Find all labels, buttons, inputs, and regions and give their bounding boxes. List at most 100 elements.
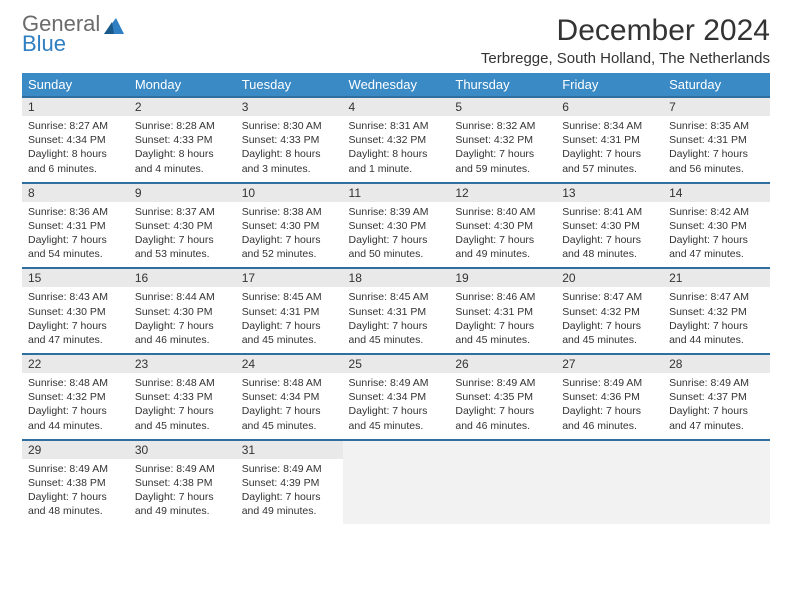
day-details: Sunrise: 8:48 AMSunset: 4:32 PMDaylight:… <box>22 373 129 439</box>
daylight-line: Daylight: 7 hours and 49 minutes. <box>135 490 230 518</box>
sunset-line: Sunset: 4:33 PM <box>135 133 230 147</box>
logo-line2: Blue <box>22 31 66 56</box>
day-number: 2 <box>129 98 236 116</box>
sunset-line: Sunset: 4:30 PM <box>455 219 550 233</box>
day-number: 12 <box>449 184 556 202</box>
day-number: 18 <box>343 269 450 287</box>
day-number: 4 <box>343 98 450 116</box>
daylight-line: Daylight: 7 hours and 54 minutes. <box>28 233 123 261</box>
calendar-cell-empty <box>449 440 556 525</box>
sunset-line: Sunset: 4:30 PM <box>135 305 230 319</box>
calendar-cell: 13Sunrise: 8:41 AMSunset: 4:30 PMDayligh… <box>556 183 663 269</box>
sunset-line: Sunset: 4:30 PM <box>242 219 337 233</box>
calendar-cell: 25Sunrise: 8:49 AMSunset: 4:34 PMDayligh… <box>343 354 450 440</box>
sunrise-line: Sunrise: 8:47 AM <box>669 290 764 304</box>
daylight-line: Daylight: 7 hours and 57 minutes. <box>562 147 657 175</box>
day-details: Sunrise: 8:31 AMSunset: 4:32 PMDaylight:… <box>343 116 450 182</box>
day-details: Sunrise: 8:48 AMSunset: 4:34 PMDaylight:… <box>236 373 343 439</box>
day-details: Sunrise: 8:38 AMSunset: 4:30 PMDaylight:… <box>236 202 343 268</box>
sunset-line: Sunset: 4:33 PM <box>135 390 230 404</box>
calendar: SundayMondayTuesdayWednesdayThursdayFrid… <box>22 73 770 524</box>
calendar-cell-empty <box>556 440 663 525</box>
day-number: 13 <box>556 184 663 202</box>
day-details: Sunrise: 8:49 AMSunset: 4:38 PMDaylight:… <box>22 459 129 525</box>
calendar-cell: 10Sunrise: 8:38 AMSunset: 4:30 PMDayligh… <box>236 183 343 269</box>
sunset-line: Sunset: 4:31 PM <box>242 305 337 319</box>
daylight-line: Daylight: 7 hours and 46 minutes. <box>135 319 230 347</box>
daylight-line: Daylight: 7 hours and 59 minutes. <box>455 147 550 175</box>
sunrise-line: Sunrise: 8:27 AM <box>28 119 123 133</box>
day-details: Sunrise: 8:49 AMSunset: 4:39 PMDaylight:… <box>236 459 343 525</box>
sunset-line: Sunset: 4:31 PM <box>455 305 550 319</box>
day-number: 9 <box>129 184 236 202</box>
calendar-cell: 21Sunrise: 8:47 AMSunset: 4:32 PMDayligh… <box>663 268 770 354</box>
day-details: Sunrise: 8:47 AMSunset: 4:32 PMDaylight:… <box>663 287 770 353</box>
day-number: 26 <box>449 355 556 373</box>
day-number: 3 <box>236 98 343 116</box>
calendar-body: 1Sunrise: 8:27 AMSunset: 4:34 PMDaylight… <box>22 97 770 524</box>
sunrise-line: Sunrise: 8:48 AM <box>135 376 230 390</box>
calendar-row: 1 Sunrise: 8:27 AMSunset: 4:34 PM Daylight… <box>22 97 770 183</box>
calendar-cell: 2Sunrise: 8:28 AMSunset: 4:33 PMDaylight… <box>129 97 236 183</box>
sunset-line: Sunset: 4:32 PM <box>28 390 123 404</box>
day-number: 10 <box>236 184 343 202</box>
daylight-line: Daylight: 7 hours and 45 minutes. <box>135 404 230 432</box>
day-header: Monday <box>129 73 236 97</box>
sunrise-line: Sunrise: 8:49 AM <box>135 462 230 476</box>
day-details: Sunrise: 8:49 AMSunset: 4:36 PMDaylight:… <box>556 373 663 439</box>
calendar-cell: 11Sunrise: 8:39 AMSunset: 4:30 PMDayligh… <box>343 183 450 269</box>
day-number: 16 <box>129 269 236 287</box>
day-header-row: SundayMondayTuesdayWednesdayThursdayFrid… <box>22 73 770 97</box>
sunrise-line: Sunrise: 8:44 AM <box>135 290 230 304</box>
sunrise-line: Sunrise: 8:37 AM <box>135 205 230 219</box>
day-details: Sunrise: 8:42 AMSunset: 4:30 PMDaylight:… <box>663 202 770 268</box>
sunset-line: Sunset: 4:34 PM <box>28 133 123 147</box>
sunrise-line: Sunrise: 8:49 AM <box>242 462 337 476</box>
day-details: Sunrise: 8:30 AMSunset: 4:33 PMDaylight:… <box>236 116 343 182</box>
calendar-cell: 19Sunrise: 8:46 AMSunset: 4:31 PMDayligh… <box>449 268 556 354</box>
sunrise-line: Sunrise: 8:48 AM <box>242 376 337 390</box>
day-number: 27 <box>556 355 663 373</box>
day-number: 31 <box>236 441 343 459</box>
daylight-line: Daylight: 7 hours and 46 minutes. <box>455 404 550 432</box>
calendar-cell: 6Sunrise: 8:34 AMSunset: 4:31 PMDaylight… <box>556 97 663 183</box>
calendar-cell: 22Sunrise: 8:48 AMSunset: 4:32 PMDayligh… <box>22 354 129 440</box>
day-number: 22 <box>22 355 129 373</box>
sunset-line: Sunset: 4:32 PM <box>349 133 444 147</box>
sail-icon <box>102 16 126 41</box>
sunset-line: Sunset: 4:31 PM <box>669 133 764 147</box>
daylight-line: Daylight: 8 hours and 4 minutes. <box>135 147 230 175</box>
day-header: Saturday <box>663 73 770 97</box>
sunset-line: Sunset: 4:32 PM <box>669 305 764 319</box>
daylight-line: Daylight: 7 hours and 44 minutes. <box>28 404 123 432</box>
sunset-line: Sunset: 4:30 PM <box>669 219 764 233</box>
calendar-cell: 20Sunrise: 8:47 AMSunset: 4:32 PMDayligh… <box>556 268 663 354</box>
day-number: 1 <box>22 98 129 116</box>
daylight-line: Daylight: 7 hours and 53 minutes. <box>135 233 230 261</box>
day-number: 23 <box>129 355 236 373</box>
sunset-line: Sunset: 4:33 PM <box>242 133 337 147</box>
sunset-line: Sunset: 4:38 PM <box>28 476 123 490</box>
daylight-line: Daylight: 7 hours and 45 minutes. <box>242 319 337 347</box>
day-details: Sunrise: 8:40 AMSunset: 4:30 PMDaylight:… <box>449 202 556 268</box>
sunset-line: Sunset: 4:38 PM <box>135 476 230 490</box>
day-details: Sunrise: 8:43 AMSunset: 4:30 PMDaylight:… <box>22 287 129 353</box>
calendar-cell: 17Sunrise: 8:45 AMSunset: 4:31 PMDayligh… <box>236 268 343 354</box>
calendar-row: 29Sunrise: 8:49 AMSunset: 4:38 PMDayligh… <box>22 440 770 525</box>
day-number: 7 <box>663 98 770 116</box>
sunrise-line: Sunrise: 8:47 AM <box>562 290 657 304</box>
day-details: Sunrise: 8:48 AMSunset: 4:33 PMDaylight:… <box>129 373 236 439</box>
sunset-line: Sunset: 4:36 PM <box>562 390 657 404</box>
daylight-line: Daylight: 7 hours and 52 minutes. <box>242 233 337 261</box>
sunset-line: Sunset: 4:34 PM <box>349 390 444 404</box>
day-details: Sunrise: 8:47 AMSunset: 4:32 PMDaylight:… <box>556 287 663 353</box>
title-block: December 2024 Terbregge, South Holland, … <box>481 14 770 67</box>
location: Terbregge, South Holland, The Netherland… <box>481 50 770 67</box>
sunrise-line: Sunrise: 8:39 AM <box>349 205 444 219</box>
daylight-line: Daylight: 7 hours and 45 minutes. <box>562 319 657 347</box>
sunrise-line: Sunrise: 8:32 AM <box>455 119 550 133</box>
sunrise-line: Sunrise: 8:49 AM <box>562 376 657 390</box>
day-details: Sunrise: 8:45 AMSunset: 4:31 PMDaylight:… <box>343 287 450 353</box>
daylight-line: Daylight: 7 hours and 48 minutes. <box>28 490 123 518</box>
calendar-row: 15Sunrise: 8:43 AMSunset: 4:30 PMDayligh… <box>22 268 770 354</box>
